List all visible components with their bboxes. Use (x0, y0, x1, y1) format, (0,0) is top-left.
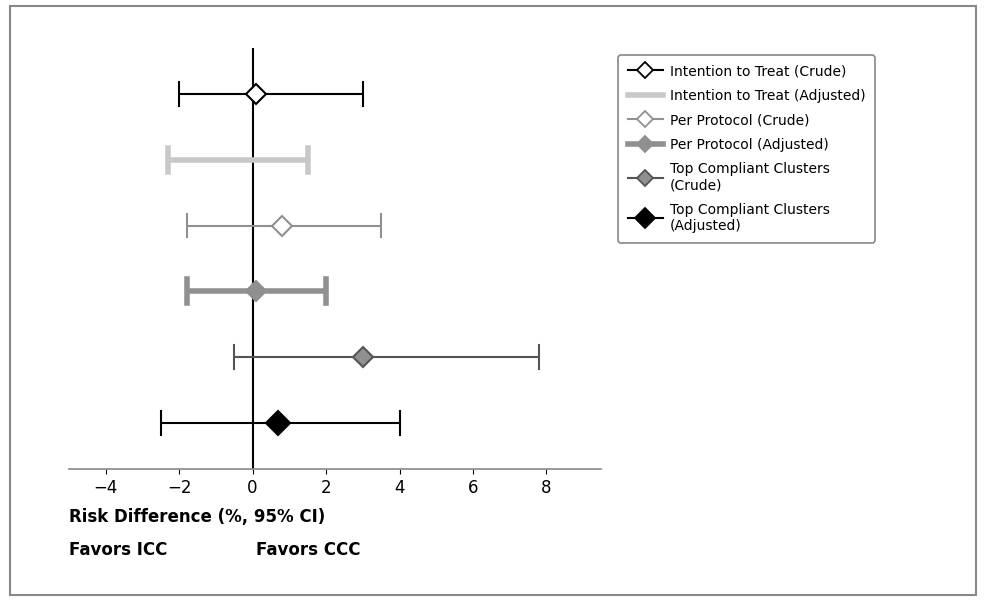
Legend: Intention to Treat (Crude), Intention to Treat (Adjusted), Per Protocol (Crude),: Intention to Treat (Crude), Intention to… (618, 55, 875, 243)
Text: Favors ICC: Favors ICC (69, 541, 168, 559)
Text: Favors CCC: Favors CCC (256, 541, 361, 559)
Text: Risk Difference (%, 95% CI): Risk Difference (%, 95% CI) (69, 508, 325, 526)
